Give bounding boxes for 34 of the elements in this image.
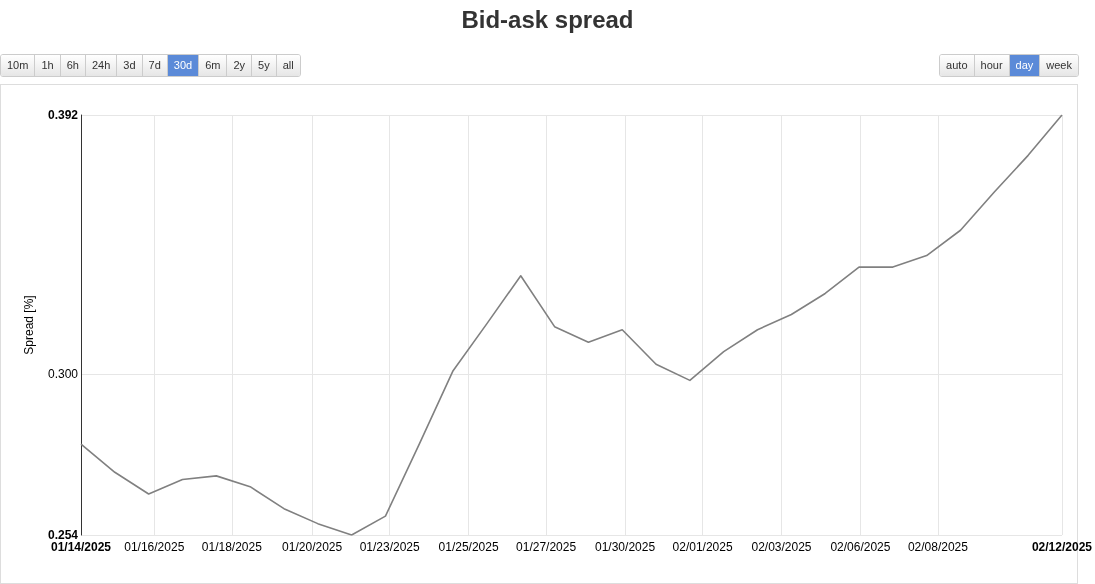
x-tick-label: 01/16/2025 <box>124 540 185 554</box>
text: 1h <box>35 55 61 76</box>
text: 6h <box>60 55 86 76</box>
y-tick-label: 0.392 <box>47 108 79 122</box>
y-axis-title: Spread [%] <box>22 295 36 355</box>
x-tick-label: 01/27/2025 <box>516 540 577 554</box>
text: auto <box>940 55 975 76</box>
x-tick-label: 01/30/2025 <box>595 540 656 554</box>
text: week <box>1040 55 1078 76</box>
x-tick-label: 02/12/2025 <box>1031 540 1093 554</box>
x-tick-label: 01/25/2025 <box>438 540 499 554</box>
text: hour <box>974 55 1010 76</box>
x-tick-label: 02/03/2025 <box>751 540 812 554</box>
text: 7d <box>142 55 168 76</box>
text: 6m <box>199 55 228 76</box>
y-tick-label: 0.300 <box>47 366 79 381</box>
text: 2y <box>227 55 253 76</box>
text: day <box>1009 55 1041 76</box>
x-tick-label: 01/14/2025 <box>50 540 112 554</box>
x-tick-label: 01/20/2025 <box>282 540 343 554</box>
text: 5y <box>252 55 277 76</box>
x-tick-label: 02/08/2025 <box>907 540 969 554</box>
x-tick-label: 01/23/2025 <box>359 540 421 554</box>
line-series <box>80 114 1063 536</box>
chart-title: Bid-ask spread <box>460 6 635 34</box>
x-tick-label: 01/18/2025 <box>201 540 263 554</box>
text: all <box>276 55 300 76</box>
text: 24h <box>85 55 118 76</box>
y-tick-label: 0.254 <box>47 528 79 542</box>
text: 30d <box>167 55 200 76</box>
text: 10m <box>1 55 36 76</box>
x-tick-label: 02/06/2025 <box>830 540 891 554</box>
text: 3d <box>117 55 143 76</box>
x-tick-label: 02/01/2025 <box>672 540 733 554</box>
